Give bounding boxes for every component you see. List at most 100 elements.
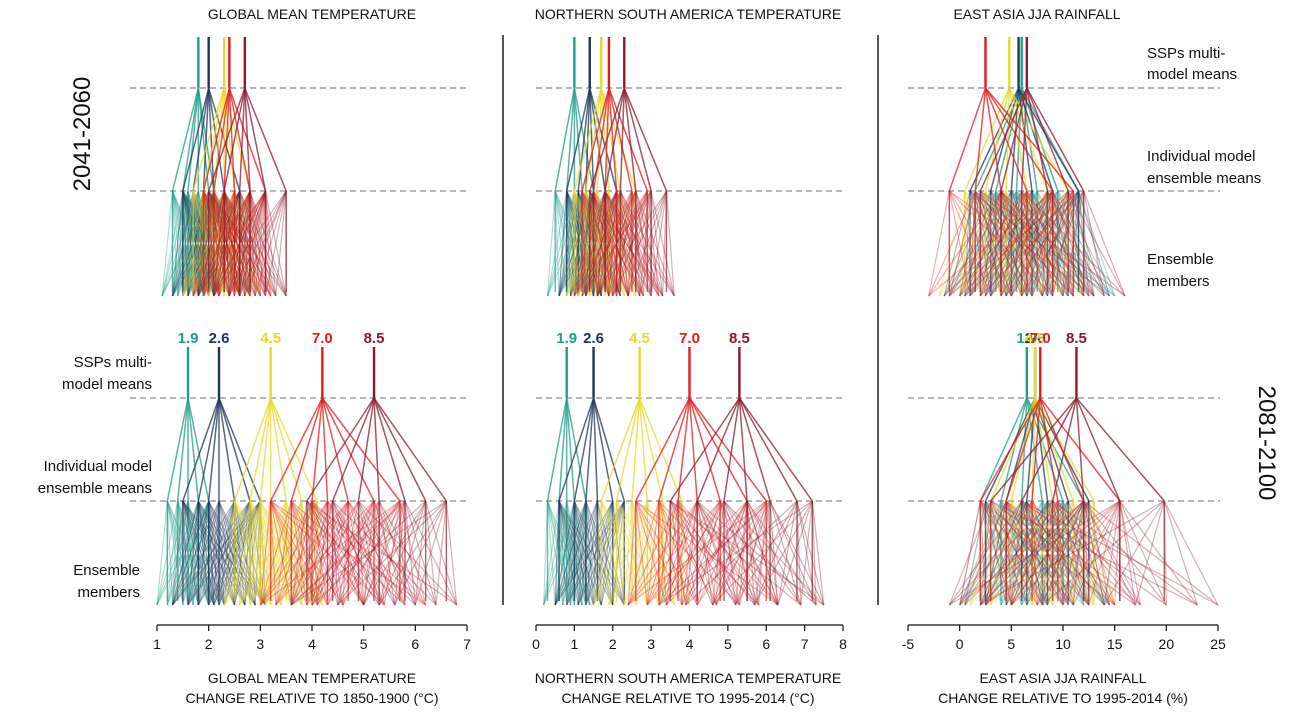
ensemble-member-line <box>223 190 261 297</box>
ensemble-member-line <box>311 500 360 606</box>
ensemble-member-line <box>585 190 598 297</box>
ensemble-member-line <box>202 190 220 297</box>
ensemble-member-line <box>202 190 251 297</box>
ensemble-member-line <box>1000 190 1105 297</box>
panel-title-global: GLOBAL MEAN TEMPERATURE <box>208 6 416 22</box>
ensemble-member-line <box>627 190 668 297</box>
ensemble-member-line <box>566 190 575 297</box>
ensemble-member-line <box>959 190 1069 297</box>
model-mean-line <box>1034 397 1054 502</box>
model-mean-line <box>1075 397 1121 502</box>
x-axis-label-line1: NORTHERN SOUTH AMERICA TEMPERATURE <box>535 670 841 686</box>
ensemble-member-line <box>233 500 272 606</box>
ensemble-member-line <box>399 500 427 606</box>
ensemble-member-line <box>1021 190 1126 297</box>
x-tick-label: 4 <box>308 636 316 652</box>
ensemble-member-line <box>596 190 618 297</box>
ensemble-member-line <box>264 500 303 606</box>
ensemble-member-line <box>228 190 236 297</box>
ensemble-member-line <box>959 500 1007 606</box>
ensemble-member-line <box>311 500 427 606</box>
ensemble-member-line <box>566 500 614 606</box>
ensemble-member-line <box>635 500 648 606</box>
ensemble-member-line <box>696 500 721 606</box>
ensemble-member-line <box>192 500 210 606</box>
ensemble-member-line <box>1083 500 1167 606</box>
ensemble-member-line <box>723 500 779 606</box>
ensemble-member-line <box>187 190 205 297</box>
ensemble-member-line <box>1046 190 1085 297</box>
model-mean-line <box>1010 87 1020 192</box>
ensemble-member-line <box>964 500 1028 606</box>
ensemble-member-line <box>959 190 981 297</box>
ensemble-member-line <box>213 190 241 297</box>
model-mean-line <box>588 87 618 192</box>
ensemble-member-line <box>208 190 215 297</box>
ensemble-member-line <box>213 190 287 297</box>
ensemble-member-line <box>979 190 1043 297</box>
x-tick-label: 0 <box>956 636 964 652</box>
ensemble-member-line <box>290 500 318 606</box>
ensemble-member-line <box>974 190 1116 297</box>
ensemble-member-line <box>1041 500 1054 606</box>
ensemble-member-line <box>1041 190 1069 297</box>
ensemble-member-line <box>192 190 261 297</box>
ensemble-member-line <box>984 500 1007 606</box>
ensemble-member-line <box>948 500 1023 606</box>
ensemble-member-line <box>187 190 215 297</box>
ensemble-member-line <box>1067 190 1126 297</box>
model-mean-line <box>223 87 246 192</box>
ensemble-member-line <box>577 190 637 297</box>
model-mean-line <box>588 87 595 192</box>
ensemble-member-line <box>995 190 1054 297</box>
ensemble-member-line <box>979 500 1023 606</box>
ensemble-member-line <box>566 500 598 606</box>
ssp-label: 4.5 <box>260 330 281 347</box>
ensemble-member-line <box>254 190 287 297</box>
ensemble-member-line <box>197 500 210 606</box>
ensemble-member-line <box>585 500 602 606</box>
ensemble-member-line <box>171 500 199 606</box>
x-tick-label: 0 <box>532 636 540 652</box>
ensemble-member-line <box>171 500 236 606</box>
ensemble-member-line <box>1010 500 1023 606</box>
ensemble-member-line <box>585 500 595 606</box>
ensemble-member-line <box>197 500 251 606</box>
ensemble-member-line <box>177 190 199 297</box>
ensemble-member-line <box>974 190 1074 297</box>
model-mean-line <box>623 87 637 192</box>
ensemble-member-line <box>249 190 267 297</box>
model-mean-line <box>990 397 1078 502</box>
ensemble-member-line <box>233 500 282 606</box>
ensemble-member-line <box>573 500 591 606</box>
ensemble-member-line <box>677 500 698 606</box>
ensemble-member-line <box>928 190 950 297</box>
ensemble-member-line <box>1026 190 1043 297</box>
ensemble-member-line <box>558 500 595 606</box>
ensemble-member-line <box>223 500 251 606</box>
ensemble-member-line <box>399 500 406 606</box>
level-label-members-line1: Ensemble <box>1147 251 1214 268</box>
ensemble-member-line <box>1021 500 1064 606</box>
ensemble-member-line <box>290 500 329 606</box>
ensemble-member-line <box>363 500 406 606</box>
ensemble-member-line <box>635 500 648 606</box>
ensemble-member-line <box>938 190 1048 297</box>
ensemble-member-line <box>928 190 1054 297</box>
model-mean-line <box>623 87 652 192</box>
ensemble-member-line <box>259 190 267 297</box>
ensemble-member-line <box>581 190 591 297</box>
ensemble-member-line <box>172 500 251 606</box>
ensemble-member-line <box>974 190 992 297</box>
ensemble-member-line <box>604 190 645 297</box>
ensemble-member-line <box>1119 500 1198 606</box>
ensemble-member-line <box>197 190 215 297</box>
ensemble-member-line <box>192 190 210 297</box>
ensemble-member-line <box>1114 500 1121 606</box>
ensemble-member-line <box>1067 190 1085 297</box>
x-tick-label: 5 <box>360 636 368 652</box>
ensemble-member-line <box>1077 190 1095 297</box>
ensemble-member-line <box>316 500 323 606</box>
ensemble-member-line <box>1005 500 1049 606</box>
ensemble-member-line <box>192 500 199 606</box>
